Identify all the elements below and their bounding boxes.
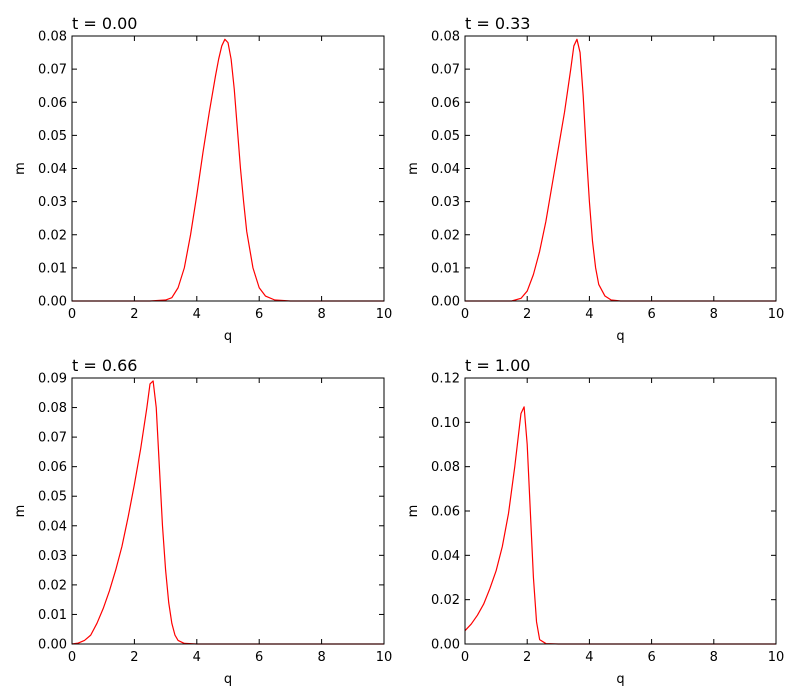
- series-line: [71, 380, 384, 645]
- x-tick-label: 10: [376, 650, 393, 665]
- subplot-title: t = 0.66: [72, 356, 137, 375]
- y-tick-label: 0.04: [38, 162, 67, 177]
- x-tick-label: 8: [317, 650, 325, 665]
- x-tick-label: 0: [68, 650, 76, 665]
- subplot-title: t = 0.33: [465, 14, 530, 33]
- x-tick-label: 6: [647, 650, 655, 665]
- y-tick-label: 0.06: [431, 96, 460, 111]
- y-tick-label: 0.00: [38, 638, 67, 653]
- y-axis-label: m: [13, 505, 28, 518]
- y-tick-label: 0.06: [38, 96, 67, 111]
- series-line: [72, 38, 384, 302]
- x-axis-label: q: [224, 329, 232, 344]
- x-axis-label: q: [224, 672, 232, 687]
- y-tick-label: 0.09: [38, 372, 67, 387]
- y-tick-label: 0.00: [431, 638, 460, 653]
- x-tick-label: 6: [255, 307, 263, 322]
- y-tick-label: 0.06: [38, 460, 67, 475]
- y-tick-label: 0.08: [431, 460, 460, 475]
- subplot-title: t = 0.00: [72, 14, 137, 33]
- x-tick-label: 6: [647, 307, 655, 322]
- subplot-4: t = 1.00 0 2 4 6 8 10 0.00 0.02 0.04 0.06 0.08 0.10 0…: [406, 356, 784, 687]
- subplot-title: t = 1.00: [465, 356, 530, 375]
- y-tick-label: 0.10: [431, 416, 460, 431]
- y-tick-label: 0.08: [431, 30, 460, 45]
- x-tick-label: 0: [68, 307, 76, 322]
- y-tick-label: 0.03: [38, 195, 67, 210]
- y-tick-label: 0.02: [431, 593, 460, 608]
- y-tick-label: 0.05: [38, 490, 67, 505]
- axes-frame: [464, 377, 777, 645]
- y-tick-label: 0.07: [431, 63, 460, 78]
- y-tick-label: 0.02: [38, 228, 67, 243]
- y-tick-label: 0.04: [431, 549, 460, 564]
- axes-frame: [71, 377, 385, 645]
- y-tick-label: 0.05: [38, 129, 67, 144]
- x-tick-label: 4: [585, 307, 593, 322]
- series-line: [464, 406, 776, 645]
- x-tick-label: 2: [130, 307, 138, 322]
- x-tick-label: 10: [376, 307, 393, 322]
- x-tick-label: 4: [193, 307, 201, 322]
- x-tick-label: 8: [710, 307, 718, 322]
- y-tick-label: 0.00: [38, 295, 67, 310]
- y-tick-label: 0.12: [431, 372, 460, 387]
- y-tick-label: 0.08: [38, 30, 67, 45]
- x-tick-label: 8: [710, 650, 718, 665]
- x-tick-label: 2: [523, 650, 531, 665]
- y-tick-label: 0.01: [38, 608, 67, 623]
- y-tick-label: 0.07: [38, 63, 67, 78]
- x-tick-label: 4: [193, 650, 201, 665]
- y-tick-label: 0.08: [38, 401, 67, 416]
- y-tick-label: 0.01: [38, 261, 67, 276]
- axes-frame: [71, 35, 385, 302]
- y-tick-label: 0.02: [38, 578, 67, 593]
- y-axis-label: m: [13, 162, 28, 175]
- y-tick-label: 0.02: [431, 228, 460, 243]
- y-tick-label: 0.05: [431, 129, 460, 144]
- y-tick-label: 0.07: [38, 431, 67, 446]
- x-tick-label: 10: [768, 650, 785, 665]
- y-tick-label: 0.03: [431, 195, 460, 210]
- series-line: [465, 38, 776, 302]
- y-axis-label: m: [406, 162, 421, 175]
- subplot-3: t = 0.66 0 2 4 6 8 10 0.00 0.01 0.02 0.03 0.04 0.05 0…: [13, 356, 392, 687]
- y-tick-label: 0.01: [431, 261, 460, 276]
- axes-frame: [464, 35, 777, 302]
- x-axis-label: q: [616, 672, 624, 687]
- x-tick-label: 2: [130, 650, 138, 665]
- subplot-1: t = 0.00 0 2 4 6 8 10 0.00 0.01 0.02 0.03 0.04 0.05 0…: [13, 14, 392, 344]
- y-tick-label: 0.04: [38, 519, 67, 534]
- y-tick-label: 0.06: [431, 505, 460, 520]
- x-tick-label: 4: [585, 650, 593, 665]
- y-tick-label: 0.00: [431, 295, 460, 310]
- x-tick-label: 0: [461, 307, 469, 322]
- y-tick-label: 0.03: [38, 549, 67, 564]
- y-tick-label: 0.04: [431, 162, 460, 177]
- x-tick-label: 6: [255, 650, 263, 665]
- y-axis-label: m: [406, 505, 421, 518]
- subplot-2: t = 0.33 0 2 4 6 8 10 0.00 0.01 0.02 0.03 0.04 0.05 0…: [406, 14, 784, 344]
- x-tick-label: 10: [768, 307, 785, 322]
- x-tick-label: 0: [461, 650, 469, 665]
- x-tick-label: 8: [317, 307, 325, 322]
- x-axis-label: q: [616, 329, 624, 344]
- x-tick-label: 2: [523, 307, 531, 322]
